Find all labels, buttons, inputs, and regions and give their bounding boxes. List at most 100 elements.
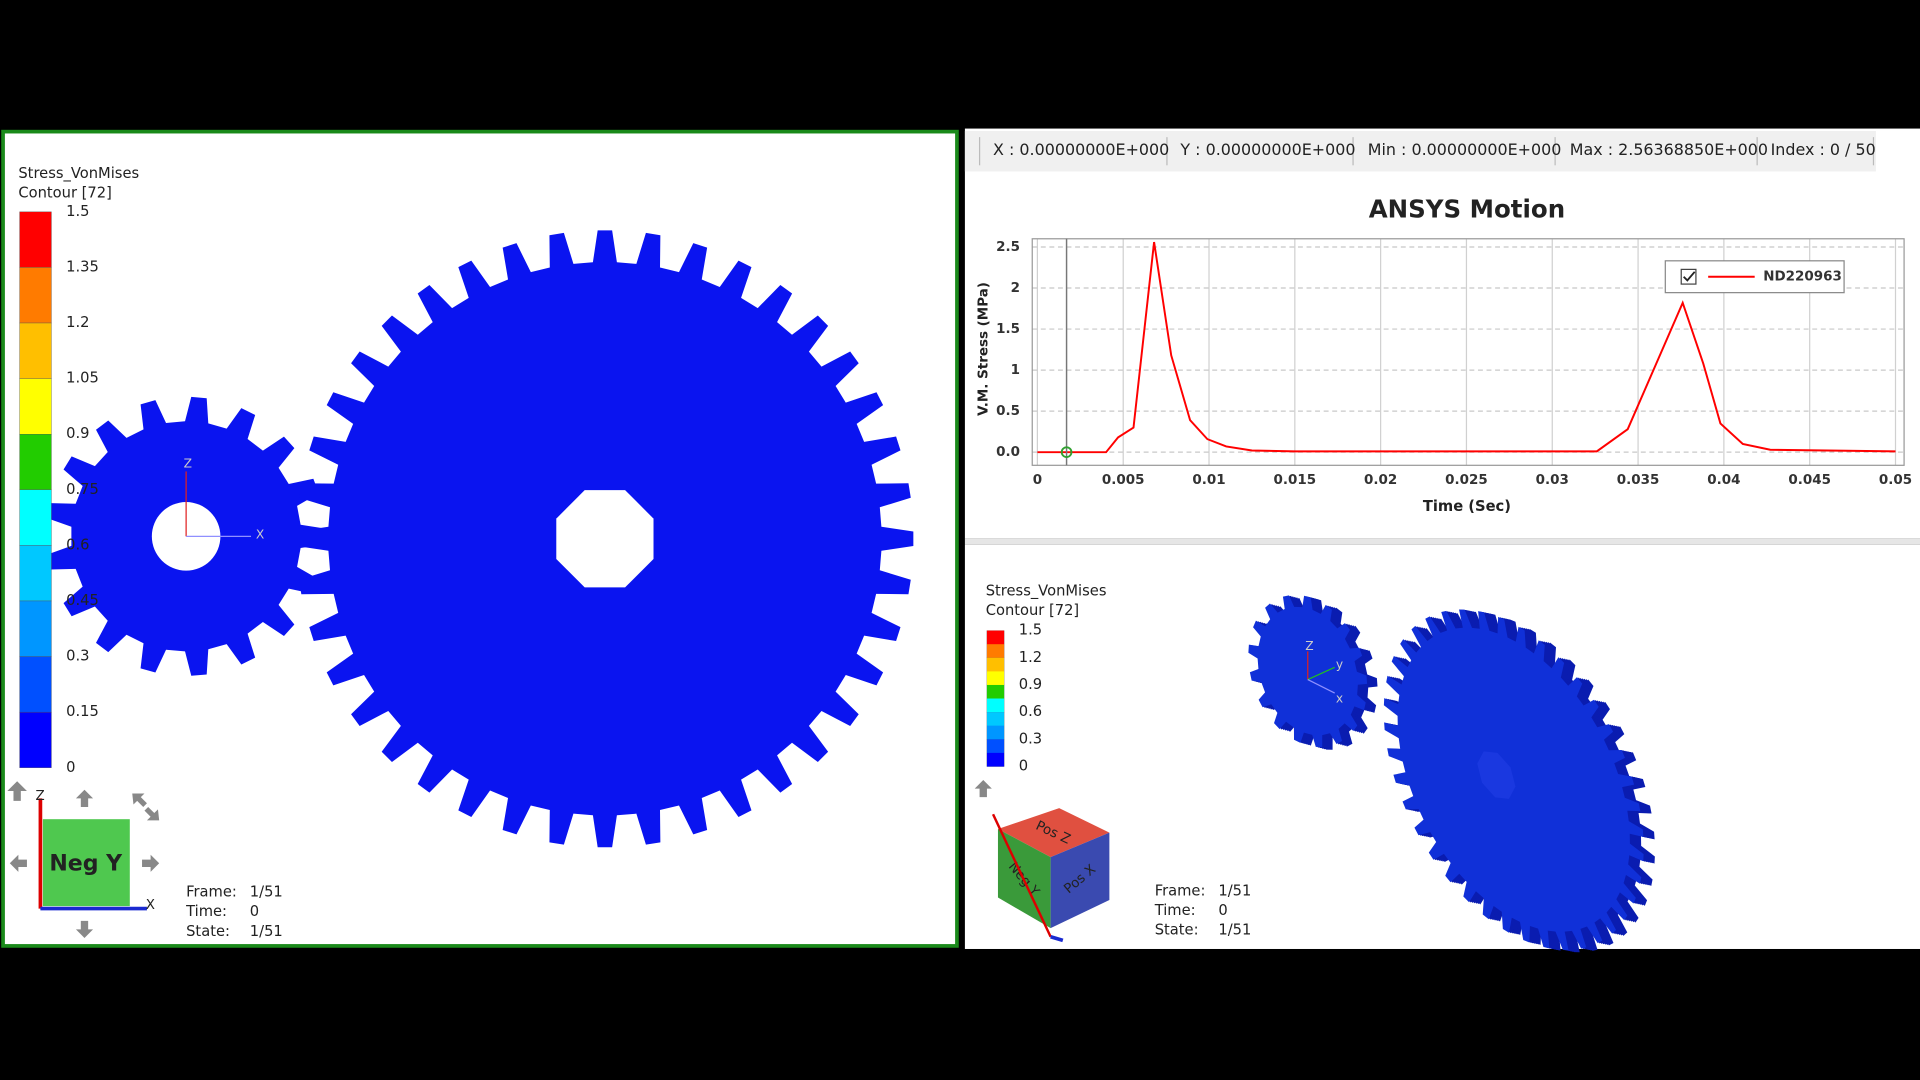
legend-band [19, 600, 52, 657]
info-value: 0 [250, 903, 259, 920]
status-x: X : 0.00000000E+000 [993, 140, 1169, 159]
info-label: State: [186, 923, 230, 940]
x-tick-label: 0.015 [1274, 473, 1317, 488]
legend-band [19, 378, 52, 435]
small-gear-3d [1248, 595, 1378, 750]
legend-level: 1.2 [66, 314, 89, 331]
info-label: Frame: [186, 884, 237, 901]
legend-level: 0.9 [66, 425, 89, 442]
x-tick-label: 0.03 [1536, 473, 1569, 488]
info-label: Time: [185, 903, 227, 920]
view-label: Neg Y [49, 851, 123, 876]
triad-x-label: X [256, 528, 264, 542]
y-axis-label: V.M. Stress (MPa) [976, 282, 991, 416]
legend-band [986, 712, 1005, 726]
triad-y [1307, 666, 1335, 681]
legend-level: 1.2 [1019, 649, 1042, 666]
info-label: State: [1155, 922, 1199, 939]
legend-level: 0 [66, 759, 75, 776]
legend-band [19, 434, 52, 490]
x-axis-label: Time (Sec) [1423, 498, 1511, 515]
cursor-point [1060, 446, 1073, 458]
x-tick-label: 0.02 [1364, 473, 1397, 488]
legend-level: 0.6 [1019, 703, 1042, 720]
status-index: Index : 0 / 50 [1771, 140, 1876, 159]
triad-z-label: Z [1305, 639, 1313, 653]
status-separators [978, 137, 1875, 166]
legend-band [986, 698, 1005, 713]
legend-level: 0.3 [1019, 730, 1042, 747]
legend-band [986, 630, 1005, 645]
y-tick-label: 0.5 [996, 404, 1020, 419]
arrow-down[interactable] [75, 920, 94, 938]
view-arrows [7, 781, 160, 938]
legend-checkbox[interactable] [1680, 268, 1697, 285]
legend-band [19, 711, 52, 768]
triad-x-label: x [1336, 692, 1343, 706]
legend-title: Stress_VonMises [18, 165, 139, 182]
legend-band [986, 739, 1005, 753]
legend-level: 0.75 [66, 481, 99, 498]
info-value: 1/51 [250, 923, 283, 940]
large-gear-3d [1383, 609, 1655, 953]
arrow-rotate[interactable] [132, 793, 160, 821]
x-tick-label: 0 [1033, 473, 1042, 488]
legend-level: 1.5 [1019, 622, 1042, 639]
triad-z-label: Z [36, 789, 45, 804]
legend-band [19, 656, 52, 713]
status-max: Max : 2.56368850E+000 [1570, 140, 1768, 159]
arrow-up[interactable] [75, 789, 94, 807]
legend-level: 1.05 [66, 370, 99, 387]
chart-panel [964, 128, 1920, 539]
gear-layer [1383, 609, 1644, 950]
y-tick-label: 1 [1011, 363, 1020, 378]
triad-y-label: y [1336, 657, 1343, 671]
legend-level: 1.35 [66, 258, 99, 275]
legend-band [19, 489, 52, 546]
legend-band [986, 657, 1005, 672]
arrow-home[interactable] [7, 781, 27, 801]
y-tick-label: 2 [1011, 281, 1020, 296]
info-value: 0 [1218, 902, 1227, 919]
splitter[interactable] [964, 538, 1920, 545]
legend-level: 0.15 [66, 703, 99, 720]
chart-title: ANSYS Motion [1369, 195, 1565, 224]
x-tick-label: 0.04 [1707, 473, 1740, 488]
y-tick-label: 0.0 [996, 445, 1020, 460]
legend-level: 0.6 [66, 536, 89, 553]
x-tick-label: 0.025 [1445, 473, 1488, 488]
gear-hole [556, 490, 654, 588]
legend-subtitle: Contour [72] [18, 184, 111, 201]
legend-band [19, 267, 52, 324]
plot-frame [1031, 238, 1905, 466]
legend-level: 0 [1019, 758, 1028, 775]
legend-band [19, 322, 52, 379]
legend-band [986, 752, 1005, 767]
legend-level: 1.5 [66, 203, 89, 220]
status-bar [964, 131, 1876, 172]
cube-right [1050, 832, 1110, 929]
triad-z-label: Z [184, 457, 192, 471]
info-label: Frame: [1155, 882, 1206, 899]
x-tick-label: 0.045 [1788, 473, 1831, 488]
legend-band [986, 725, 1005, 740]
info-value: 1/51 [1218, 922, 1251, 939]
legend-level: 0.45 [66, 592, 99, 609]
info-label: Time: [1154, 902, 1196, 919]
x-tick-label: 0.035 [1617, 473, 1660, 488]
view-cube[interactable] [42, 819, 130, 907]
triad-x [1307, 679, 1335, 694]
gear-hub [1477, 751, 1516, 799]
info-value: 1/51 [250, 884, 283, 901]
triad-x-label: X [146, 898, 155, 913]
cube-top [997, 808, 1110, 858]
x-tick-label: 0.01 [1192, 473, 1225, 488]
status-y: Y : 0.00000000E+000 [1179, 140, 1355, 159]
series-line [1037, 241, 1896, 454]
status-min: Min : 0.00000000E+000 [1368, 140, 1562, 159]
legend-subtitle: Contour [72] [986, 602, 1079, 619]
legend-band [19, 211, 52, 268]
legend-title: Stress_VonMises [986, 582, 1107, 599]
